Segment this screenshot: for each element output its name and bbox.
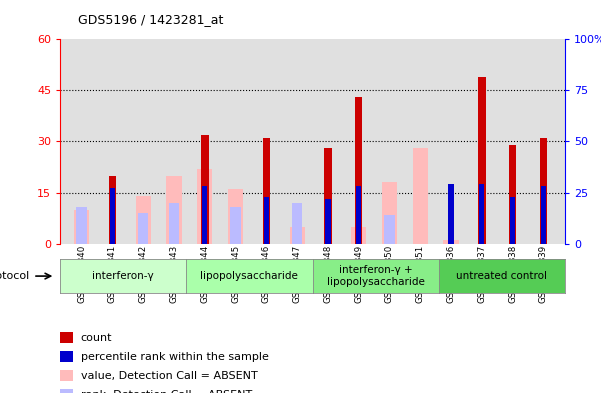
Text: lipopolysaccharide: lipopolysaccharide (201, 271, 298, 281)
Bar (324, 148, 332, 244)
Text: value, Detection Call = ABSENT: value, Detection Call = ABSENT (81, 371, 257, 381)
Bar (382, 182, 397, 244)
Bar (290, 227, 305, 244)
Bar (202, 186, 207, 244)
Bar (413, 148, 428, 244)
Bar (355, 97, 362, 244)
Bar (228, 189, 243, 244)
Bar (510, 196, 515, 244)
Bar (110, 189, 115, 244)
Bar (356, 186, 361, 244)
Bar (478, 77, 486, 244)
Bar (351, 227, 366, 244)
Text: protocol: protocol (0, 271, 29, 281)
Text: interferon-γ: interferon-γ (93, 271, 154, 281)
Bar (509, 145, 516, 244)
Bar (109, 176, 116, 244)
Bar (264, 196, 269, 244)
Bar (479, 184, 484, 244)
Text: count: count (81, 333, 112, 343)
Bar (448, 184, 454, 244)
Bar (384, 215, 395, 244)
Bar (263, 138, 270, 244)
Text: untreated control: untreated control (456, 271, 548, 281)
Text: rank, Detection Call = ABSENT: rank, Detection Call = ABSENT (81, 389, 252, 393)
Bar (230, 207, 241, 244)
Bar (166, 176, 182, 244)
Bar (325, 199, 331, 244)
Bar (201, 135, 209, 244)
Bar (540, 138, 547, 244)
Bar (541, 186, 546, 244)
Text: interferon-γ +
lipopolysaccharide: interferon-γ + lipopolysaccharide (327, 265, 424, 287)
Bar (197, 169, 212, 244)
Text: GDS5196 / 1423281_at: GDS5196 / 1423281_at (78, 13, 224, 26)
Bar (76, 207, 87, 244)
Text: percentile rank within the sample: percentile rank within the sample (81, 352, 269, 362)
Bar (169, 203, 179, 244)
Bar (136, 196, 151, 244)
Bar (138, 213, 148, 244)
Bar (444, 240, 459, 244)
Bar (292, 203, 302, 244)
Bar (74, 209, 90, 244)
